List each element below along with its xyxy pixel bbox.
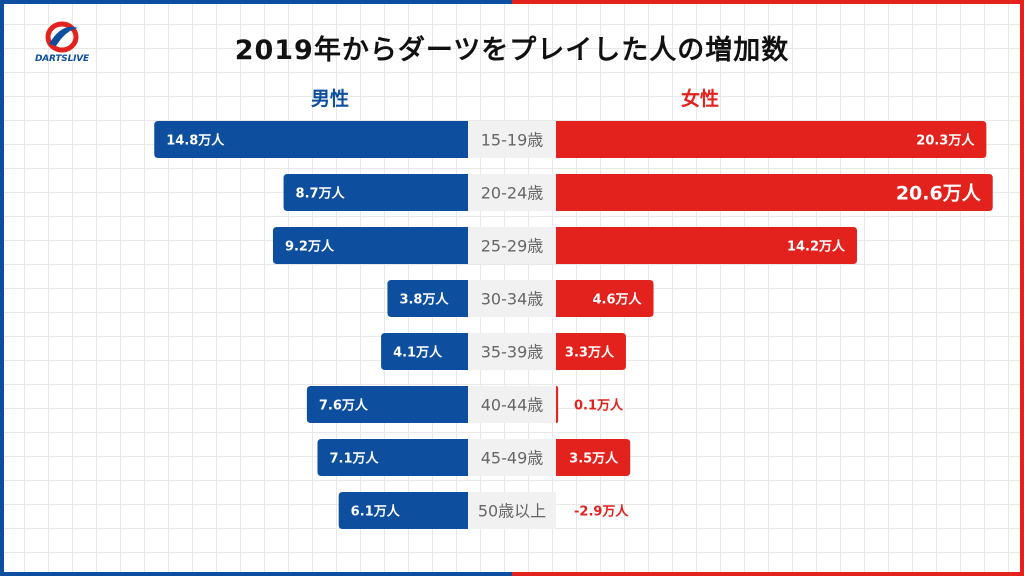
category-label: 45-49歳 — [481, 449, 544, 468]
category-label: 50歳以上 — [478, 502, 546, 521]
female-bar — [556, 174, 993, 211]
female-value-label: 20.3万人 — [916, 133, 975, 149]
female-value-label: 3.3万人 — [565, 345, 615, 361]
male-value-label: 6.1万人 — [351, 504, 401, 520]
male-bar — [317, 439, 468, 476]
category-box — [468, 333, 556, 370]
series-label-female: 女性 — [680, 88, 719, 110]
dartslive-logo: DARTSLIVE — [22, 20, 102, 70]
series-label-male: 男性 — [310, 88, 349, 110]
category-label: 15-19歳 — [481, 131, 544, 150]
category-label: 25-29歳 — [481, 237, 544, 256]
female-bar — [556, 333, 626, 370]
male-value-label: 14.8万人 — [166, 133, 225, 149]
female-bar — [556, 227, 858, 264]
male-value-label: 8.7万人 — [296, 186, 346, 202]
category-box — [468, 121, 556, 158]
male-value-label: 7.6万人 — [319, 398, 369, 414]
female-bar — [556, 439, 631, 476]
dartslive-logo-icon — [45, 21, 79, 53]
male-value-label: 7.1万人 — [329, 451, 379, 467]
male-bar — [306, 386, 468, 423]
category-box — [468, 439, 556, 476]
frame-right — [1020, 0, 1024, 576]
category-box — [468, 227, 556, 264]
female-value-label: 3.5万人 — [569, 451, 619, 467]
category-box — [468, 280, 556, 317]
male-bar — [154, 121, 469, 158]
male-value-label: 3.8万人 — [399, 292, 449, 308]
male-value-label: 9.2万人 — [285, 239, 335, 255]
frame-bottom-right — [512, 572, 1024, 576]
female-value-label: 20.6万人 — [896, 183, 982, 205]
female-value-label: 4.6万人 — [592, 292, 642, 308]
category-box — [468, 174, 556, 211]
female-bar — [556, 121, 987, 158]
frame-top-right — [512, 0, 1024, 4]
frame-bottom-left — [0, 572, 512, 576]
logo-text: DARTSLIVE — [35, 54, 89, 64]
category-box — [468, 386, 556, 423]
male-value-label: 4.1万人 — [393, 345, 443, 361]
female-value-label: -2.9万人 — [574, 504, 629, 520]
male-bar — [283, 174, 468, 211]
frame-top-left — [0, 0, 512, 4]
female-value-label: 14.2万人 — [787, 239, 846, 255]
female-value-label: 0.1万人 — [574, 398, 624, 414]
frame-left — [0, 0, 4, 576]
category-label: 30-34歳 — [481, 290, 544, 309]
male-bar — [387, 280, 468, 317]
female-bar — [556, 280, 654, 317]
male-bar — [272, 227, 468, 264]
female-bar — [556, 386, 559, 423]
category-label: 40-44歳 — [481, 396, 544, 415]
category-label: 35-39歳 — [481, 343, 544, 362]
male-bar — [381, 333, 468, 370]
male-bar — [338, 492, 468, 529]
page-title: 2019年からダーツをプレイした人の増加数 — [234, 35, 790, 66]
category-box — [468, 492, 556, 529]
category-label: 20-24歳 — [481, 184, 544, 203]
